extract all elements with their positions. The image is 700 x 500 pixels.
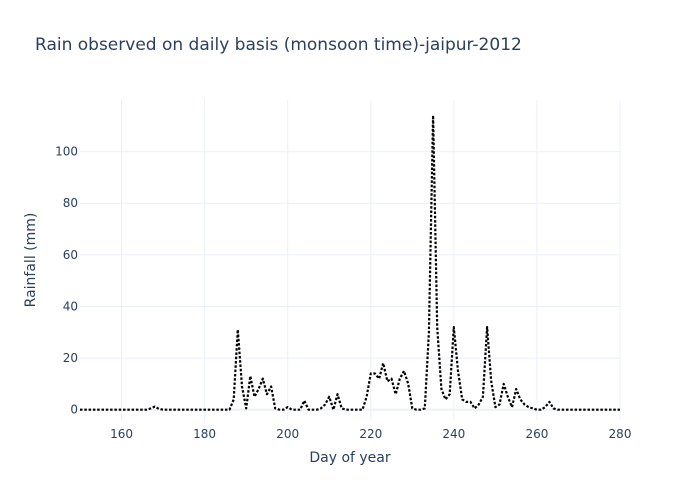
- y-axis-title: Rainfall (mm): [23, 213, 39, 308]
- x-tick-label: 160: [110, 427, 133, 441]
- y-tick-label: 0: [70, 403, 78, 417]
- y-axis: 0 20 40 60 80 100: [55, 145, 78, 417]
- y-tick-label: 80: [63, 196, 78, 210]
- y-tick-label: 60: [63, 248, 78, 262]
- y-tick-label: 20: [63, 351, 78, 365]
- x-tick-label: 220: [359, 427, 382, 441]
- rainfall-line: [80, 114, 620, 411]
- x-tick-label: 240: [442, 427, 465, 441]
- x-tick-label: 180: [193, 427, 216, 441]
- y-tick-label: 100: [55, 145, 78, 159]
- grid: [80, 100, 621, 420]
- series-layer: [80, 114, 620, 411]
- y-tick-label: 40: [63, 299, 78, 313]
- x-axis: 160 180 200 220 240 260 280: [110, 427, 631, 441]
- x-tick-label: 200: [276, 427, 299, 441]
- x-tick-label: 280: [609, 427, 632, 441]
- chart-title: Rain observed on daily basis (monsoon ti…: [35, 35, 522, 55]
- x-axis-title: Day of year: [309, 450, 391, 466]
- x-tick-label: 260: [525, 427, 548, 441]
